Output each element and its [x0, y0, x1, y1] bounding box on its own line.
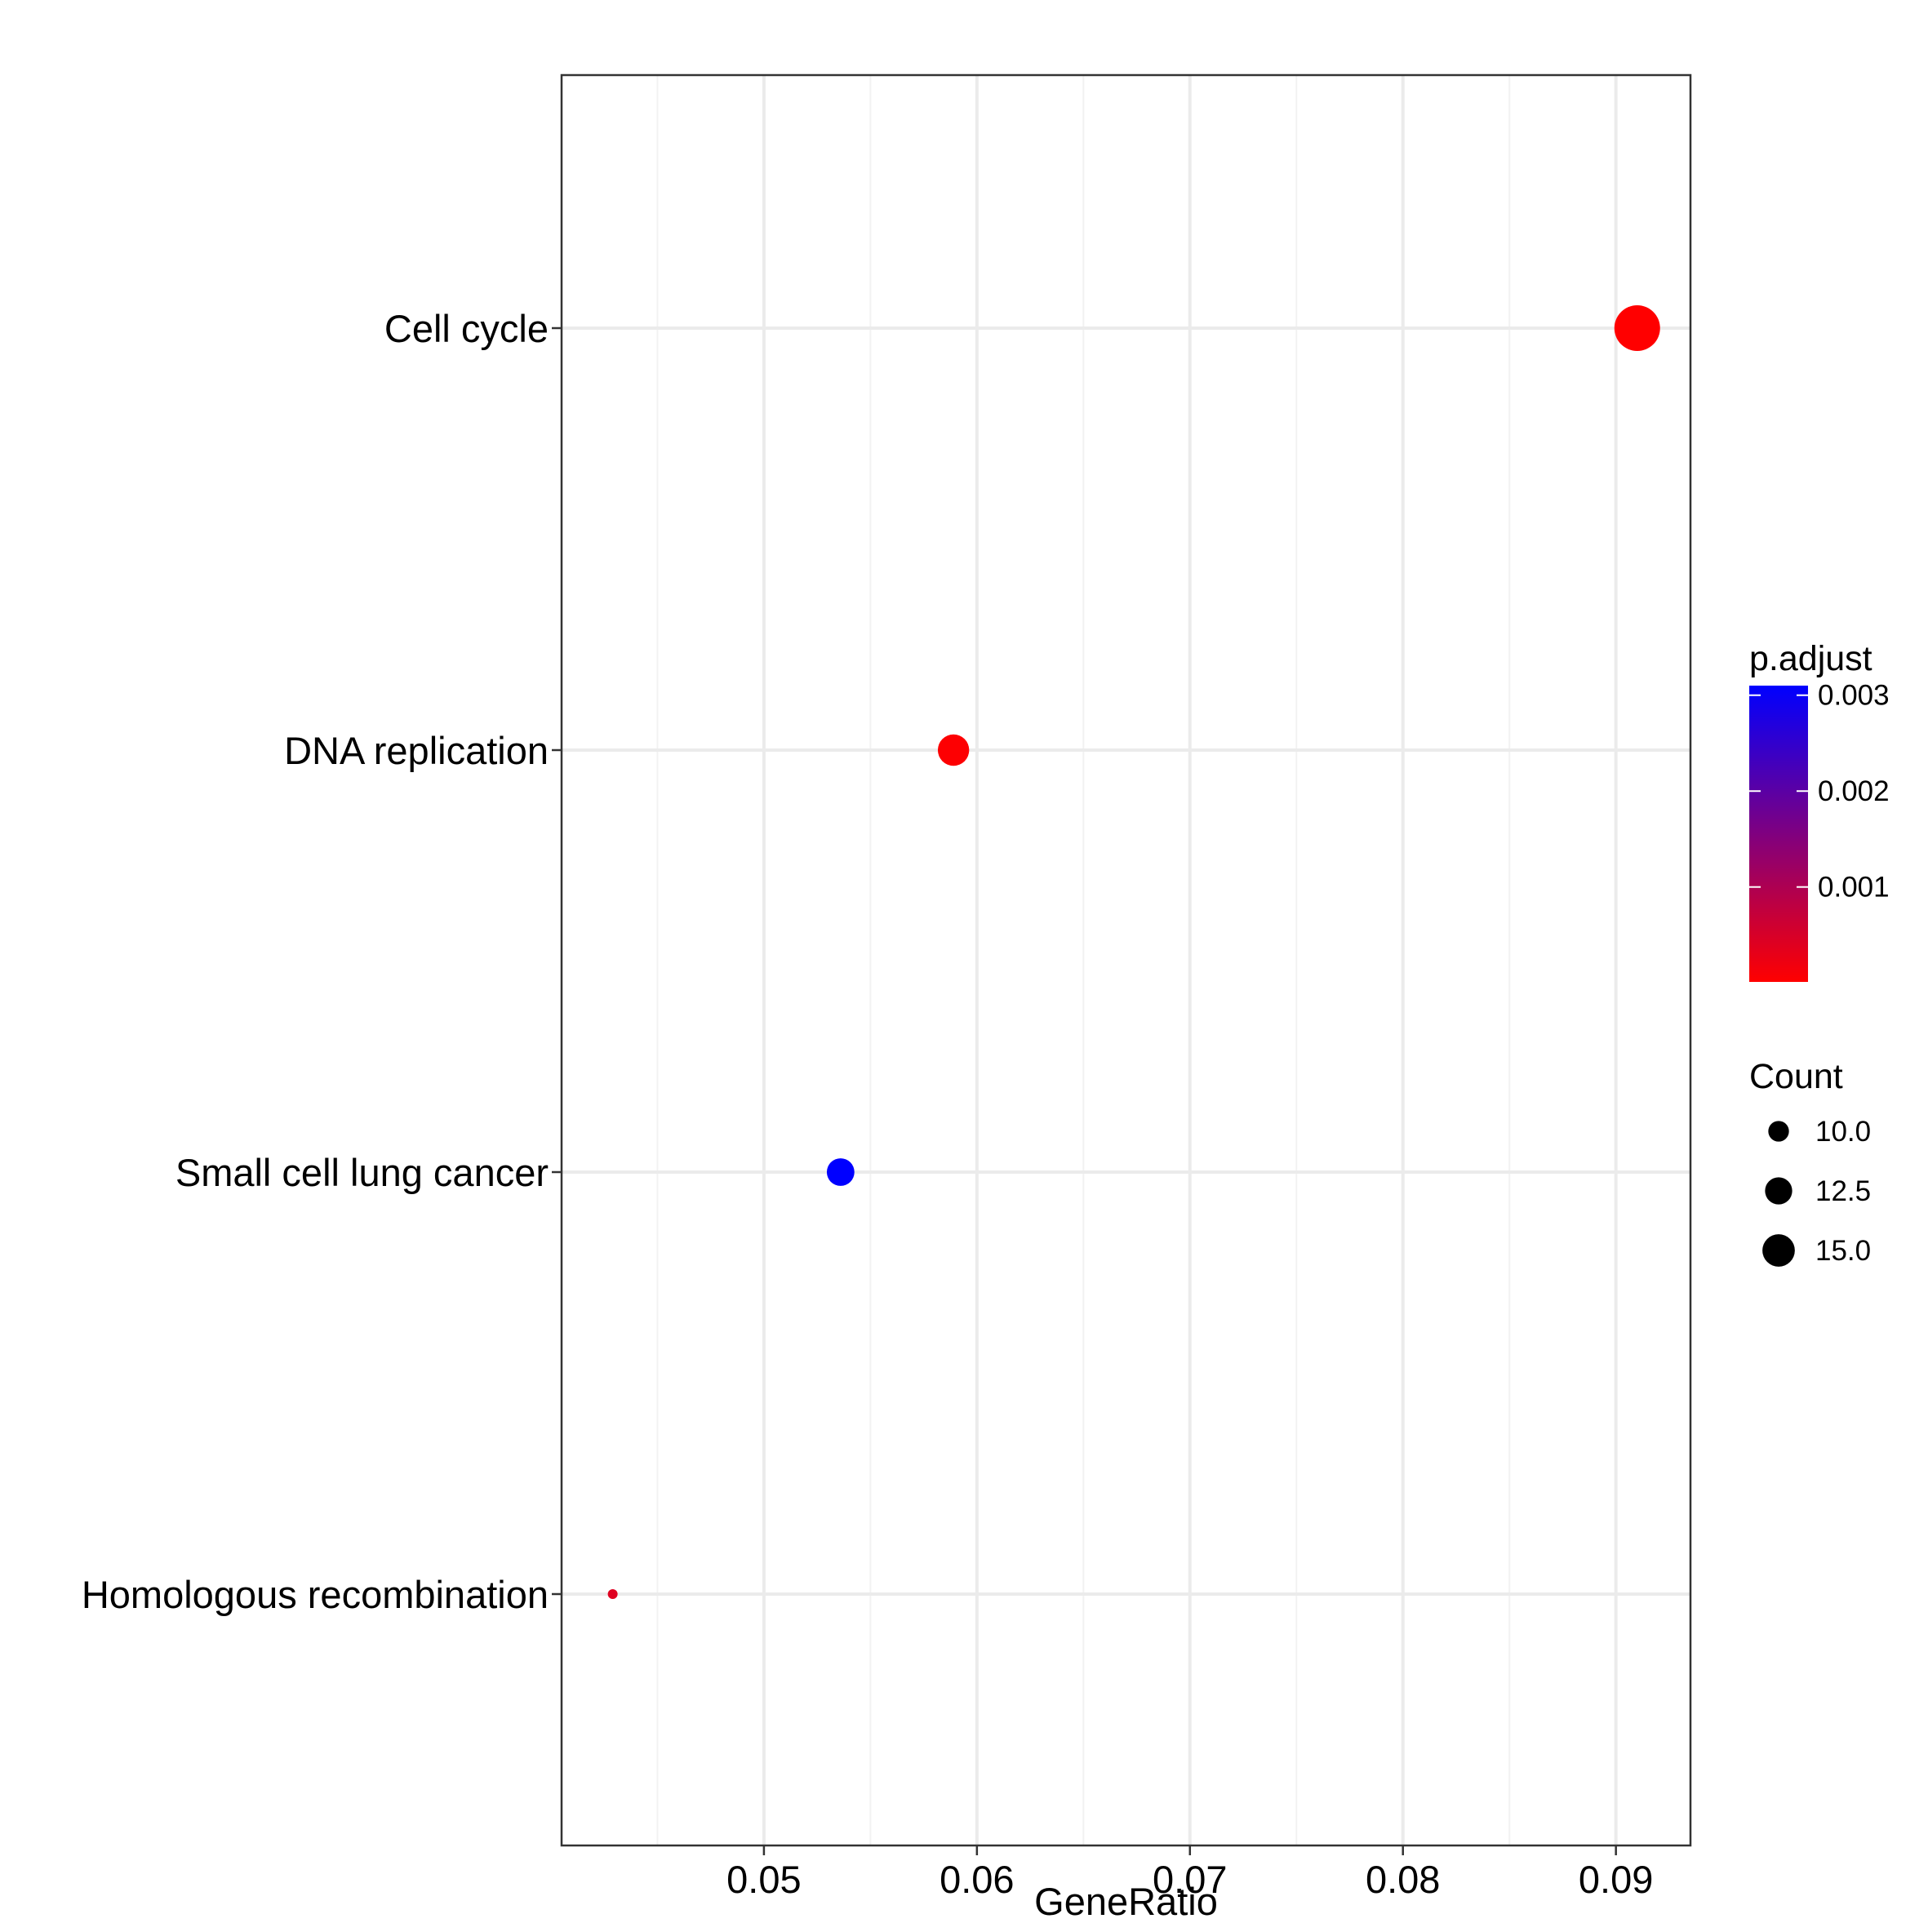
- x-tick-label: 0.07: [1153, 1858, 1227, 1901]
- size-legend-label: 12.5: [1815, 1175, 1871, 1207]
- data-point-small-cell-lung-cancer: [826, 1158, 855, 1186]
- color-legend-label: 0.003: [1818, 680, 1890, 712]
- x-axis-title: GeneRatio: [1034, 1880, 1218, 1923]
- size-legend-label: 15.0: [1815, 1235, 1871, 1267]
- x-tick-label: 0.05: [726, 1858, 801, 1901]
- y-tick-label: Cell cycle: [384, 307, 549, 350]
- panel-border: [560, 73, 1692, 1847]
- y-tick-label: Small cell lung cancer: [175, 1151, 549, 1194]
- data-point-homologous-recombination: [607, 1589, 618, 1599]
- y-tick-label: Homologous recombination: [82, 1573, 549, 1616]
- x-tick-label: 0.06: [940, 1858, 1014, 1901]
- x-tick-label: 0.08: [1366, 1858, 1440, 1901]
- color-legend-title: p.adjust: [1749, 639, 1872, 678]
- size-legend-dot: [1762, 1234, 1795, 1267]
- size-legend-title: Count: [1749, 1057, 1843, 1096]
- data-point-dna-replication: [937, 734, 970, 766]
- color-legend-label: 0.002: [1818, 775, 1890, 807]
- size-legend-dot: [1768, 1121, 1789, 1142]
- data-point-cell-cycle: [1614, 305, 1660, 351]
- x-tick-label: 0.09: [1579, 1858, 1653, 1901]
- size-legend-label: 10.0: [1815, 1116, 1871, 1148]
- color-legend-bar: [1749, 686, 1808, 982]
- y-tick-label: DNA replication: [284, 729, 549, 772]
- color-legend-label: 0.001: [1818, 872, 1890, 904]
- size-legend-dot: [1765, 1177, 1793, 1205]
